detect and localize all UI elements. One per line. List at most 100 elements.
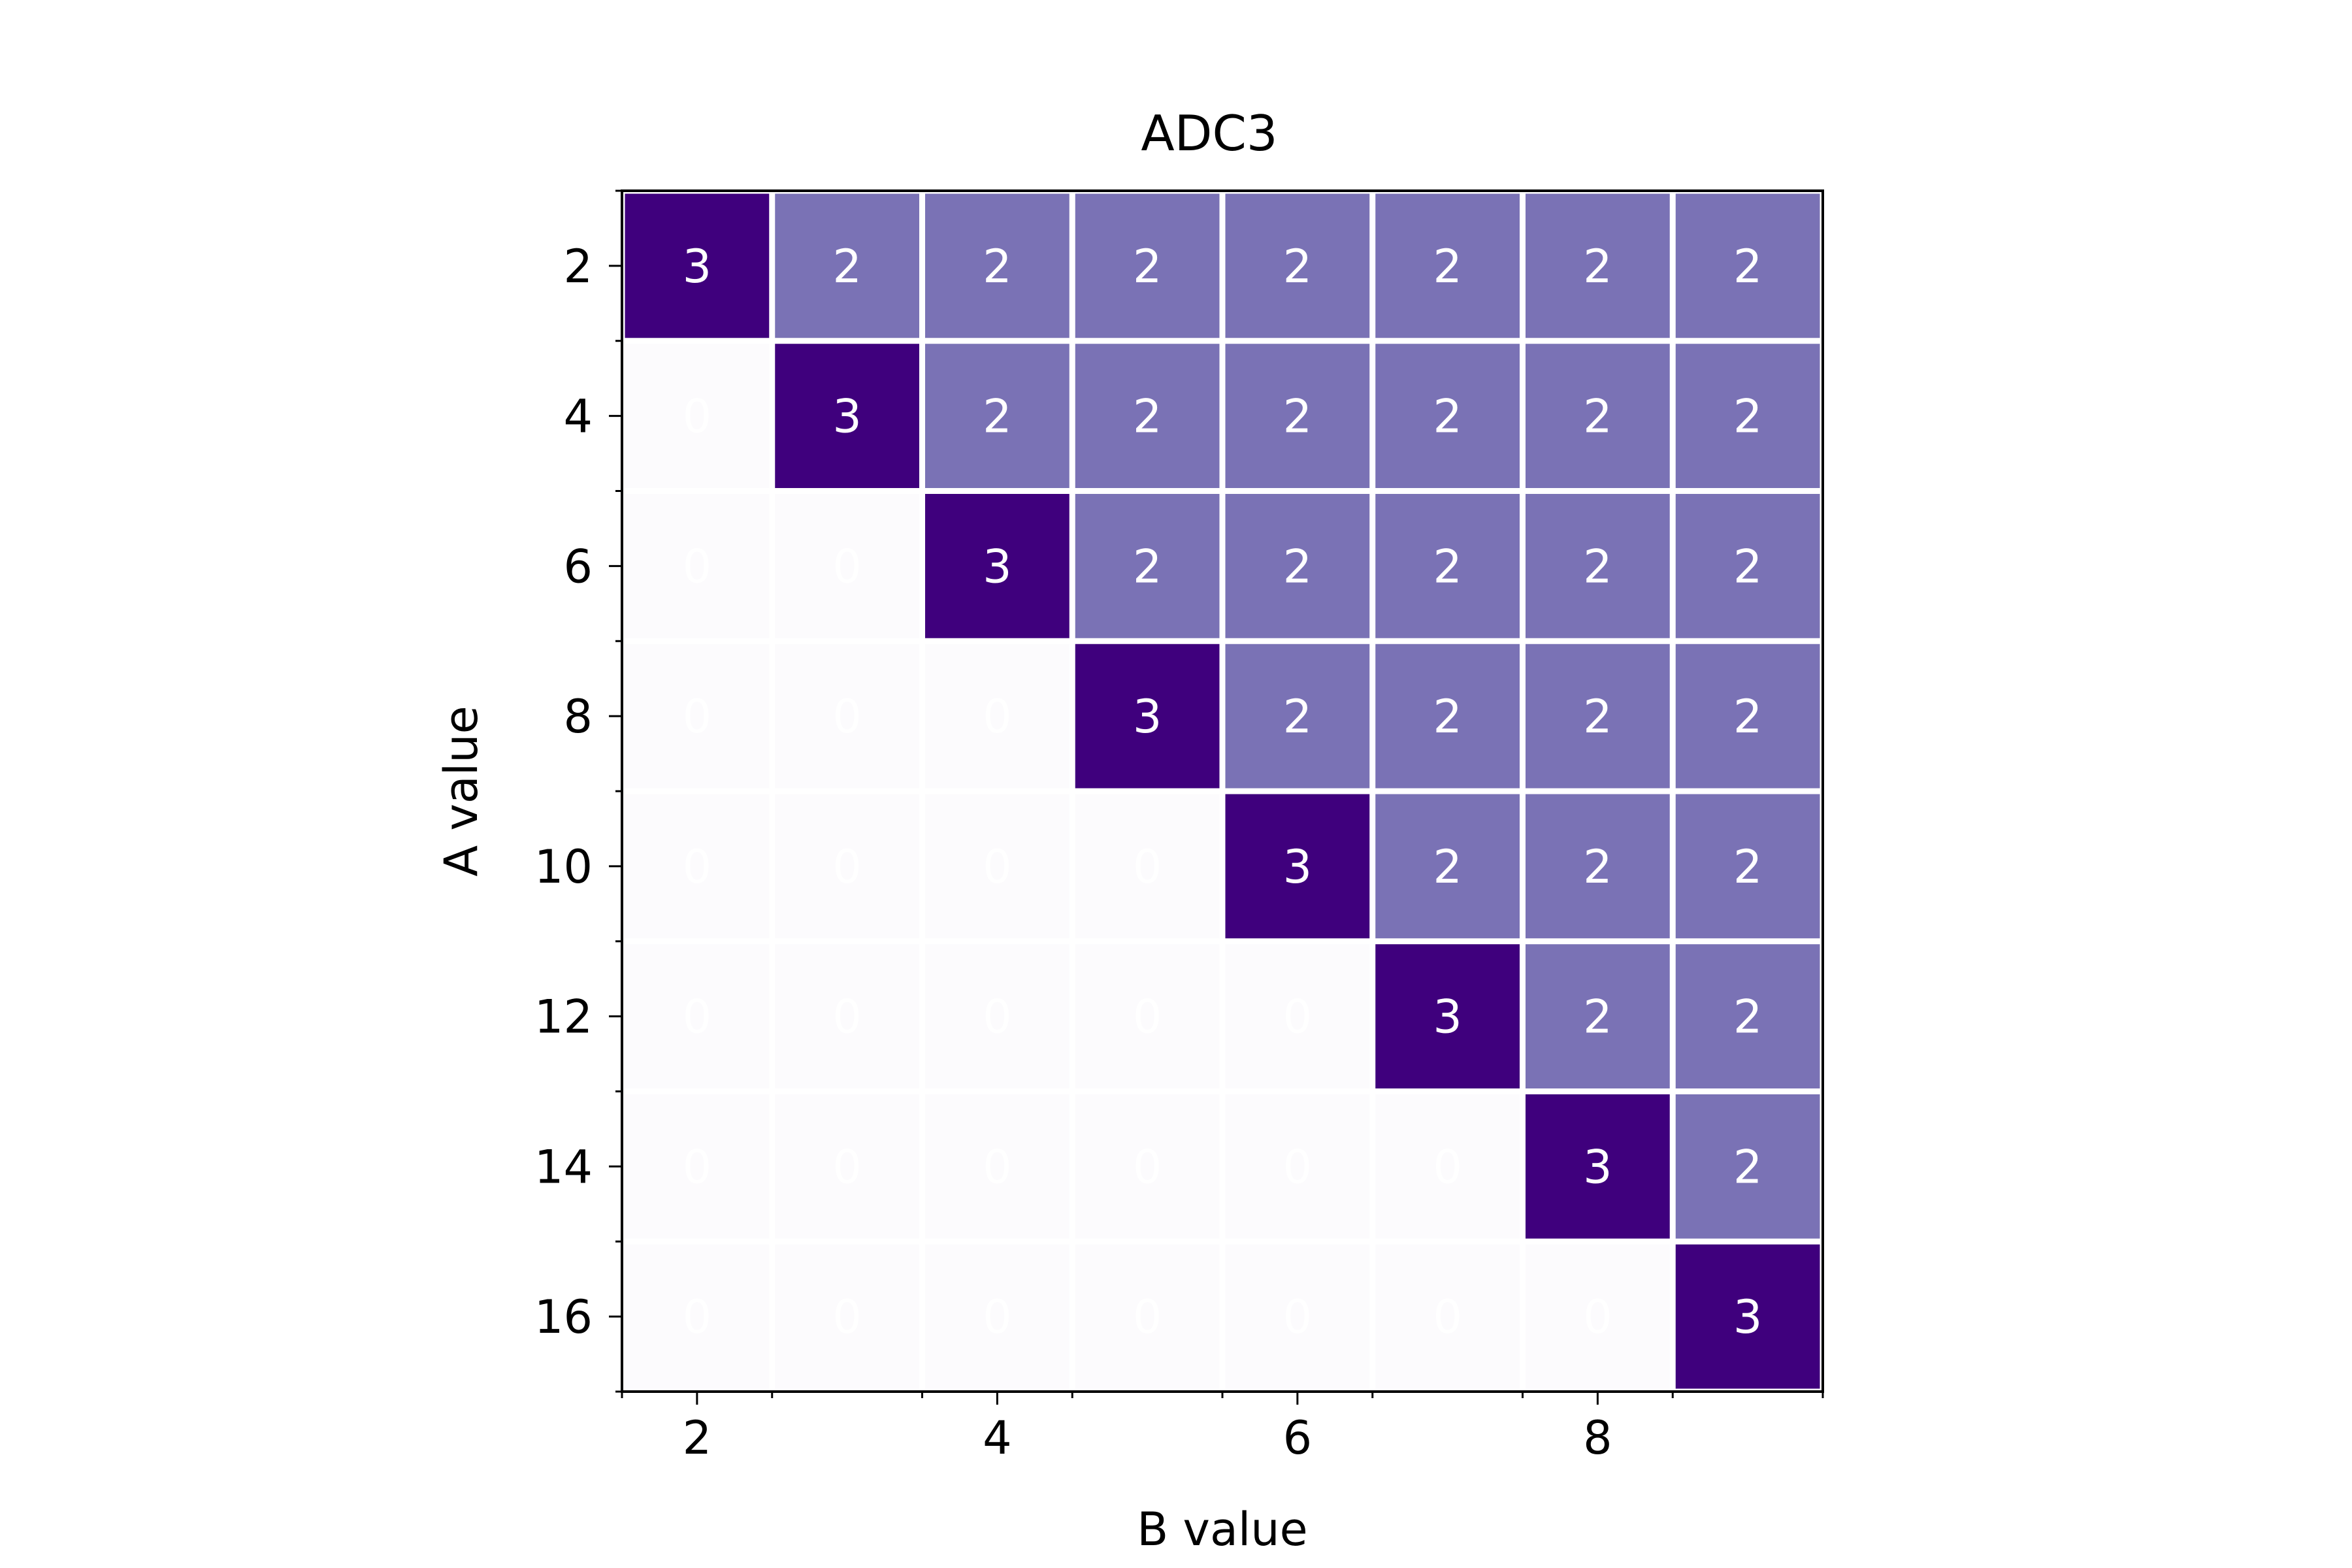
- heatmap-cell: [1075, 944, 1220, 1088]
- cell-value-label: 0: [983, 1290, 1012, 1344]
- heatmap-cell: [1075, 644, 1220, 789]
- cell-value-label: 2: [1733, 840, 1763, 894]
- cell-value-label: 0: [832, 1290, 862, 1344]
- heatmap-cell: [925, 494, 1070, 638]
- y-tick-label: 8: [563, 690, 593, 743]
- cell-value-label: 2: [1583, 840, 1612, 894]
- cell-value-label: 2: [1583, 990, 1612, 1044]
- heatmap-cell: [1375, 944, 1520, 1088]
- heatmap-cell: [1375, 193, 1520, 338]
- cell-value-label: 2: [1583, 390, 1612, 444]
- heatmap-cell: [625, 1094, 770, 1239]
- heatmap-cell: [1526, 344, 1670, 488]
- heatmap-cell: [1675, 794, 1820, 939]
- cell-value-label: 0: [983, 990, 1012, 1044]
- cell-value-label: 2: [1433, 540, 1462, 593]
- heatmap-cell: [625, 494, 770, 638]
- heatmap-cell: [1225, 344, 1370, 488]
- cell-value-label: 3: [683, 240, 712, 293]
- cell-value-label: 2: [1583, 540, 1612, 593]
- heatmap-cell: [775, 1094, 919, 1239]
- cell-value-label: 2: [1433, 240, 1462, 293]
- heatmap-cell: [625, 644, 770, 789]
- cell-value-label: 0: [683, 1290, 712, 1344]
- cell-value-label: 3: [1133, 690, 1162, 743]
- y-tick-label: 2: [563, 240, 593, 293]
- heatmap-cell: [1675, 494, 1820, 638]
- heatmap-cell: [1225, 944, 1370, 1088]
- cell-value-label: 3: [1433, 990, 1462, 1044]
- cell-value-label: 2: [1283, 390, 1313, 444]
- cell-value-label: 0: [683, 840, 712, 894]
- heatmap-cell: [1526, 1244, 1670, 1389]
- cell-value-label: 2: [1733, 540, 1763, 593]
- cell-value-label: 3: [1733, 1290, 1763, 1344]
- cell-value-label: 3: [1283, 840, 1313, 894]
- heatmap-cell: [925, 944, 1070, 1088]
- y-tick-label: 16: [534, 1290, 593, 1344]
- cell-value-label: 0: [832, 990, 862, 1044]
- y-tick-label: 12: [534, 990, 593, 1044]
- heatmap-cell: [1375, 494, 1520, 638]
- heatmap-cell: [1375, 1244, 1520, 1389]
- cell-value-label: 2: [832, 240, 862, 293]
- heatmap-cell: [1225, 494, 1370, 638]
- heatmap-cell: [1375, 794, 1520, 939]
- heatmap-cell: [925, 193, 1070, 338]
- cell-value-label: 0: [832, 540, 862, 593]
- cell-value-label: 0: [983, 690, 1012, 743]
- heatmap-cell: [925, 794, 1070, 939]
- heatmap-cell: [925, 644, 1070, 789]
- heatmap-cell: [1225, 193, 1370, 338]
- cell-value-label: 0: [1133, 840, 1162, 894]
- heatmap-cell: [775, 944, 919, 1088]
- heatmap-cell: [1375, 344, 1520, 488]
- heatmap-cell: [925, 344, 1070, 488]
- heatmap-cell: [1225, 794, 1370, 939]
- heatmap-cell: [1675, 193, 1820, 338]
- x-axis-label: B value: [1137, 1503, 1307, 1556]
- cell-labels: 3 2 2 2 2 2 2 2 0 3 2 2 2 2 2 2 0 0 3 2 2 2 2 2 0 0 0 3 2 2 2 2 0 0 0 0 3 2 2 2…: [683, 240, 1763, 1344]
- x-axis: 2 4 6 8: [621, 1392, 1824, 1465]
- cell-value-label: 3: [832, 390, 862, 444]
- cell-value-label: 2: [1133, 540, 1162, 593]
- heatmap-cell: [1526, 193, 1670, 338]
- cell-value-label: 2: [1733, 690, 1763, 743]
- heatmap-cell: [1526, 1094, 1670, 1239]
- cell-value-label: 0: [683, 690, 712, 743]
- heatmap-cell: [1675, 1094, 1820, 1239]
- y-tick-label: 14: [534, 1140, 593, 1194]
- cell-value-label: 2: [983, 390, 1012, 444]
- cell-value-label: 2: [1583, 240, 1612, 293]
- cell-value-label: 2: [983, 240, 1012, 293]
- cell-value-label: 0: [1133, 990, 1162, 1044]
- heatmap-cell: [625, 1244, 770, 1389]
- heatmap-cell: [1375, 1094, 1520, 1239]
- heatmap-cell: [1675, 344, 1820, 488]
- x-tick-label: 2: [683, 1411, 712, 1465]
- heatmap-cell: [1675, 944, 1820, 1088]
- heatmap-cell: [625, 193, 770, 338]
- heatmap-cell: [775, 644, 919, 789]
- heatmap-cell: [1225, 1094, 1370, 1239]
- heatmap-cell: [775, 494, 919, 638]
- heatmap-cell: [1375, 644, 1520, 789]
- heatmap-cell: [1075, 1244, 1220, 1389]
- heatmap-cell: [1075, 794, 1220, 939]
- chart-title: ADC3: [1141, 105, 1277, 162]
- cell-value-label: 2: [1433, 840, 1462, 894]
- cell-value-label: 0: [1433, 1140, 1462, 1194]
- cell-value-label: 0: [1283, 1290, 1313, 1344]
- heatmap-cell: [1526, 494, 1670, 638]
- heatmap-cell: [925, 1094, 1070, 1239]
- x-tick-label: 4: [983, 1411, 1012, 1465]
- heatmap-cell: [625, 344, 770, 488]
- cell-value-label: 0: [983, 840, 1012, 894]
- y-tick-label: 10: [534, 840, 593, 894]
- cell-value-label: 2: [1733, 1140, 1763, 1194]
- cell-value-label: 2: [1583, 690, 1612, 743]
- cell-value-label: 2: [1433, 390, 1462, 444]
- cell-value-label: 2: [1733, 390, 1763, 444]
- heatmap-cell: [1526, 794, 1670, 939]
